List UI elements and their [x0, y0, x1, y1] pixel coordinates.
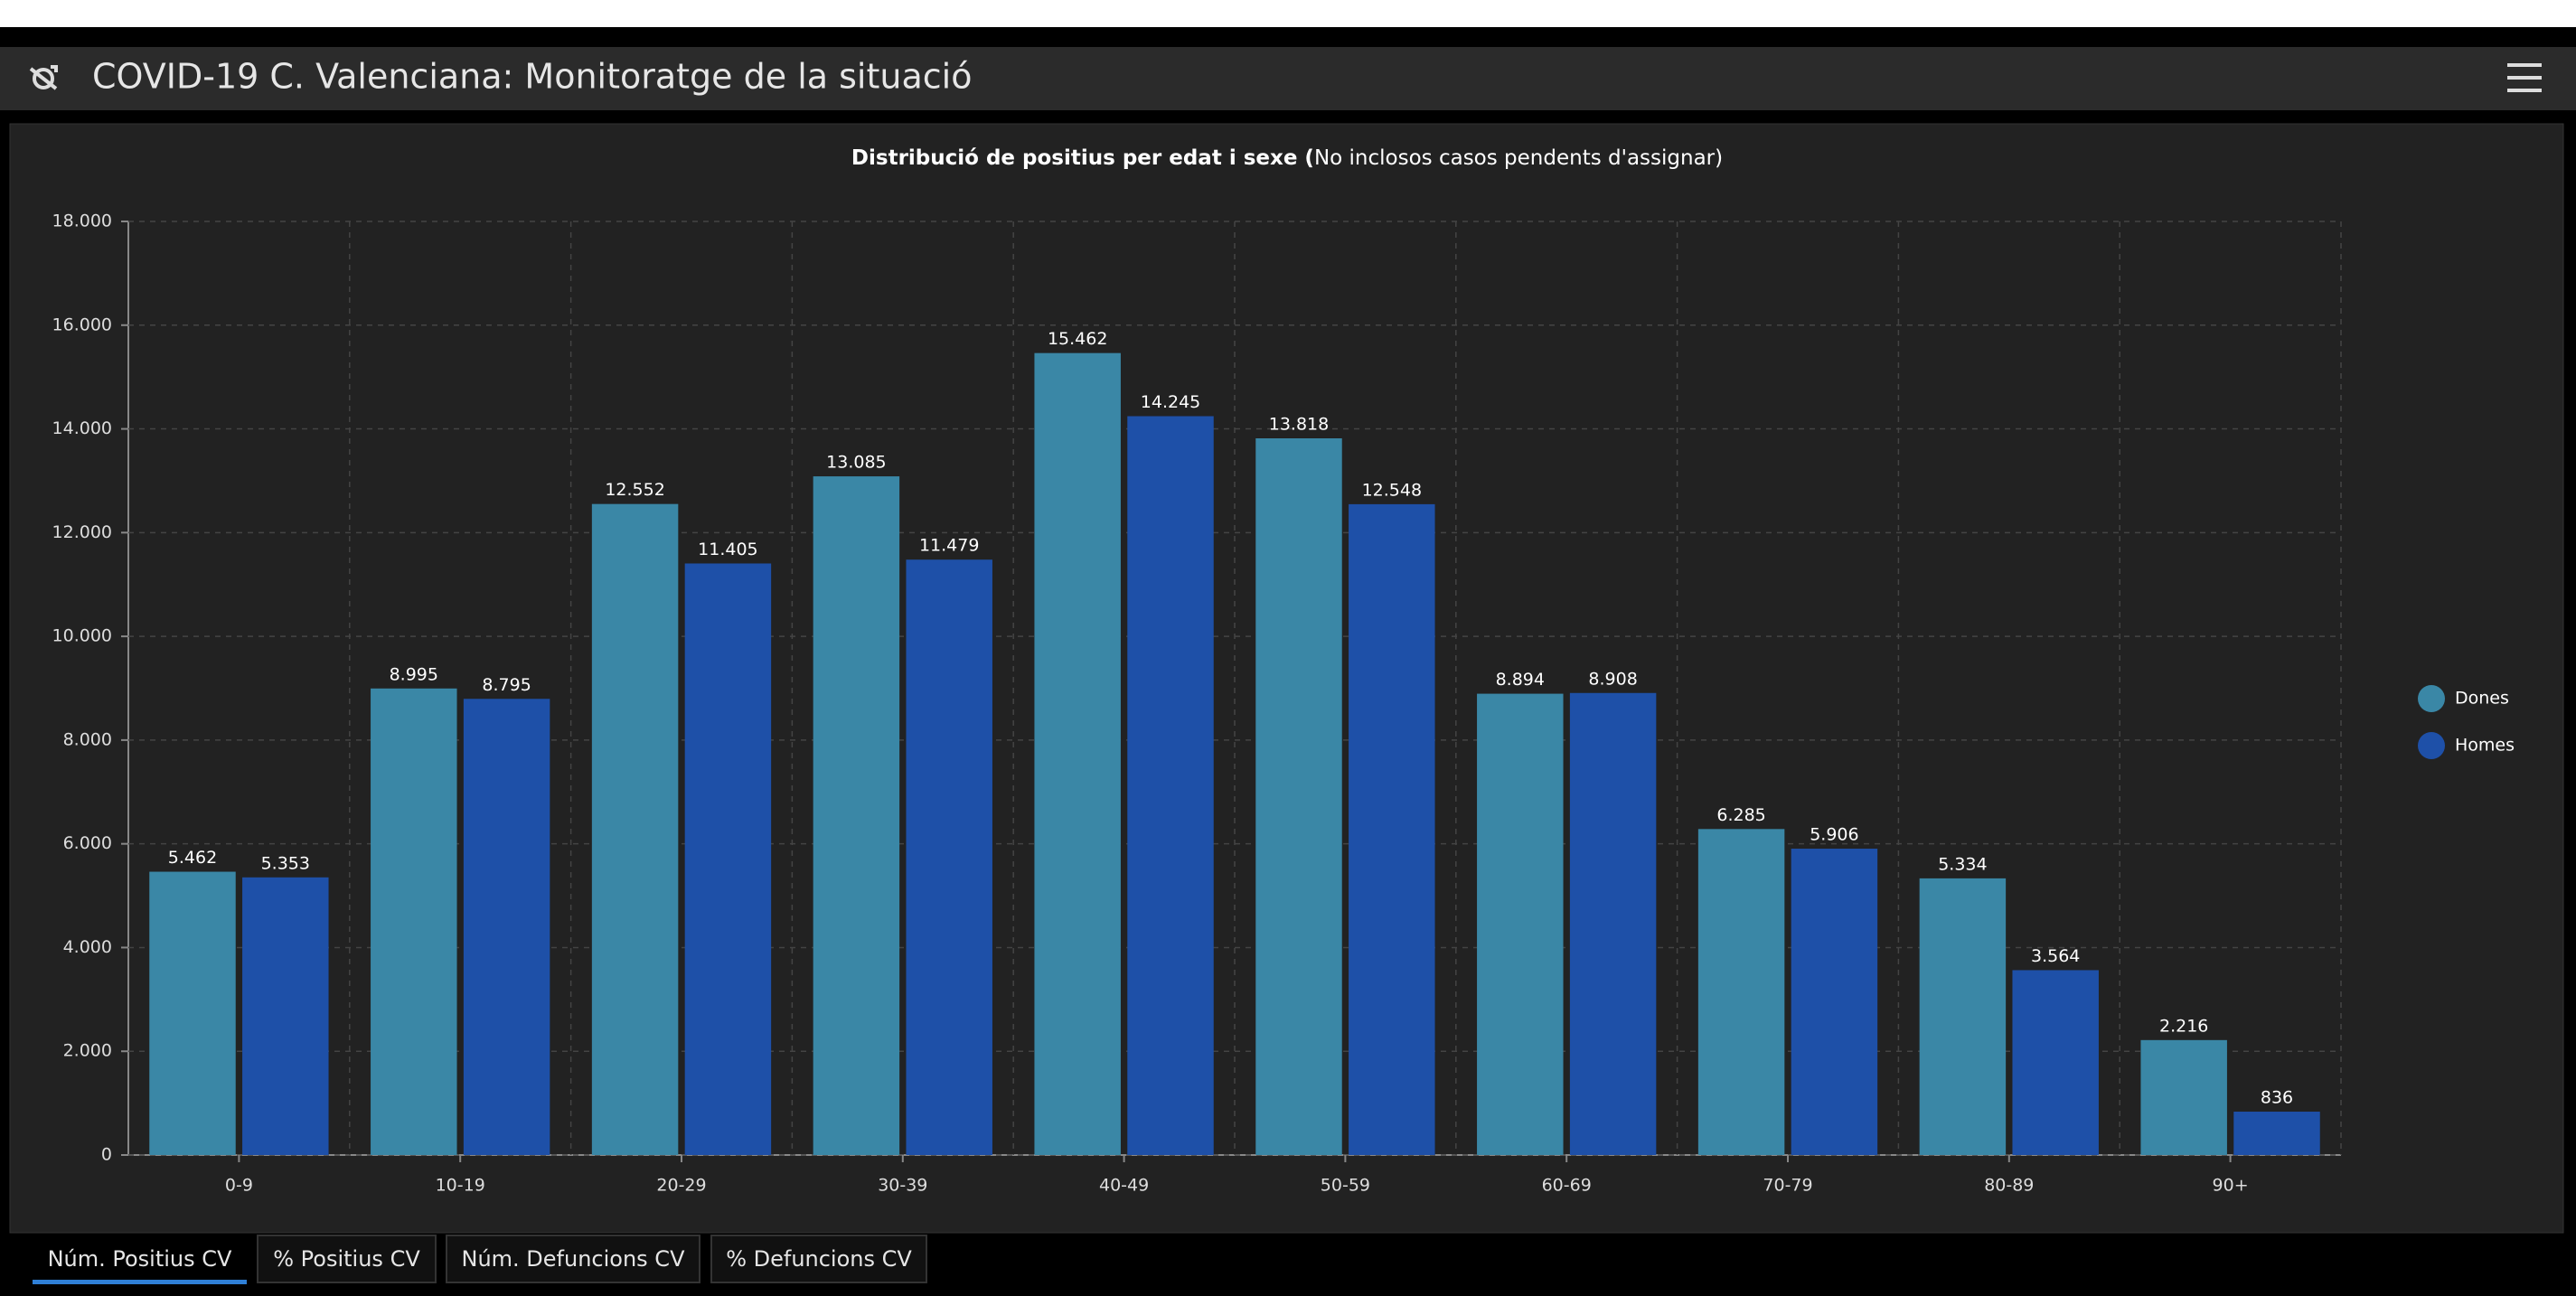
- bar: [906, 559, 992, 1155]
- y-tick-label: 2.000: [63, 1041, 112, 1061]
- y-tick-label: 6.000: [63, 833, 112, 853]
- y-tick-label: 8.000: [63, 729, 112, 749]
- bar: [591, 503, 679, 1155]
- bar: [2233, 1112, 2320, 1155]
- value-label: 836: [2261, 1088, 2293, 1108]
- x-tick-label: 60-69: [1542, 1176, 1592, 1196]
- value-label: 8.908: [1588, 669, 1637, 689]
- x-tick-label: 0-9: [225, 1176, 253, 1196]
- value-label: 3.564: [2031, 946, 2080, 966]
- bookmarks-bar: [0, 0, 2576, 27]
- tab-label: % Defuncions CV: [726, 1246, 912, 1272]
- x-tick-label: 90+: [2213, 1176, 2249, 1196]
- x-tick-label: 20-29: [656, 1176, 706, 1196]
- value-label: 5.906: [1810, 825, 1858, 845]
- bar: [1919, 878, 2007, 1155]
- legend-marker: [2418, 685, 2445, 712]
- value-label: 2.216: [2159, 1016, 2208, 1036]
- value-label: 5.334: [1938, 854, 1987, 874]
- value-label: 13.085: [826, 453, 886, 473]
- tab[interactable]: Núm. Defuncions CV: [446, 1235, 700, 1283]
- bar: [242, 877, 329, 1155]
- x-tick-label: 80-89: [1984, 1176, 2034, 1196]
- x-tick-label: 70-79: [1763, 1176, 1812, 1196]
- bar: [1569, 692, 1657, 1155]
- value-label: 5.353: [261, 853, 310, 873]
- tab-active-indicator: [33, 1280, 247, 1284]
- value-label: 12.552: [605, 480, 664, 500]
- value-label: 11.479: [919, 536, 979, 556]
- bar: [149, 871, 236, 1155]
- chart-title: Distribució de positius per edat i sexe …: [851, 146, 1723, 170]
- legend-label: Dones: [2455, 689, 2509, 709]
- bar: [1477, 693, 1564, 1155]
- x-tick-label: 30-39: [878, 1176, 927, 1196]
- tab-label: % Positius CV: [273, 1246, 420, 1272]
- tab[interactable]: % Positius CV: [257, 1235, 437, 1283]
- tab-box: [33, 1235, 247, 1282]
- bar: [1127, 416, 1214, 1156]
- y-tick-label: 4.000: [63, 937, 112, 957]
- tab-box: [257, 1235, 437, 1283]
- x-tick-label: 40-49: [1099, 1176, 1149, 1196]
- x-tick-label: 10-19: [436, 1176, 485, 1196]
- tab-box: [710, 1235, 927, 1283]
- y-tick-label: 10.000: [52, 626, 112, 646]
- value-label: 8.995: [390, 664, 438, 684]
- bar: [1034, 352, 1121, 1155]
- bar: [1349, 503, 1435, 1155]
- app-title: COVID-19 C. Valenciana: Monitoratge de l…: [92, 57, 972, 97]
- header-bar: [0, 47, 2576, 110]
- legend-label: Homes: [2455, 736, 2515, 756]
- value-label: 6.285: [1716, 805, 1765, 825]
- x-tick-label: 50-59: [1321, 1176, 1370, 1196]
- bar: [1697, 829, 1785, 1155]
- value-label: 12.548: [1362, 480, 1422, 500]
- tab[interactable]: % Defuncions CV: [710, 1235, 927, 1283]
- chart-subtitle: No inclosos casos pendents d'assignar): [1314, 146, 1723, 170]
- value-label: 13.818: [1269, 415, 1329, 435]
- value-label: 8.795: [482, 675, 531, 695]
- value-label: 11.405: [698, 540, 757, 559]
- bar: [1791, 849, 1878, 1155]
- bar: [463, 699, 550, 1155]
- value-label: 14.245: [1141, 392, 1200, 412]
- bar: [813, 476, 900, 1155]
- y-tick-label: 0: [101, 1145, 112, 1165]
- menu-button[interactable]: [2507, 63, 2542, 92]
- legend-marker: [2418, 732, 2445, 759]
- bar: [371, 688, 457, 1155]
- chart-title-main: Distribució de positius per edat i sexe …: [851, 146, 1314, 170]
- app-logo: [29, 65, 58, 90]
- value-label: 15.462: [1048, 329, 1107, 349]
- tab-box: [446, 1235, 700, 1283]
- y-tick-label: 12.000: [52, 522, 112, 542]
- tab-label: Núm. Defuncions CV: [462, 1246, 686, 1272]
- y-tick-label: 18.000: [52, 211, 112, 231]
- bar: [2012, 970, 2099, 1155]
- value-label: 8.894: [1496, 670, 1545, 690]
- y-tick-label: 14.000: [52, 418, 112, 438]
- tab[interactable]: Núm. Positius CV: [33, 1235, 247, 1284]
- value-label: 5.462: [168, 848, 217, 868]
- bar: [684, 563, 772, 1155]
- y-tick-label: 16.000: [52, 315, 112, 334]
- bar: [2140, 1039, 2227, 1155]
- tab-label: Núm. Positius CV: [48, 1246, 232, 1272]
- bar: [1255, 438, 1342, 1155]
